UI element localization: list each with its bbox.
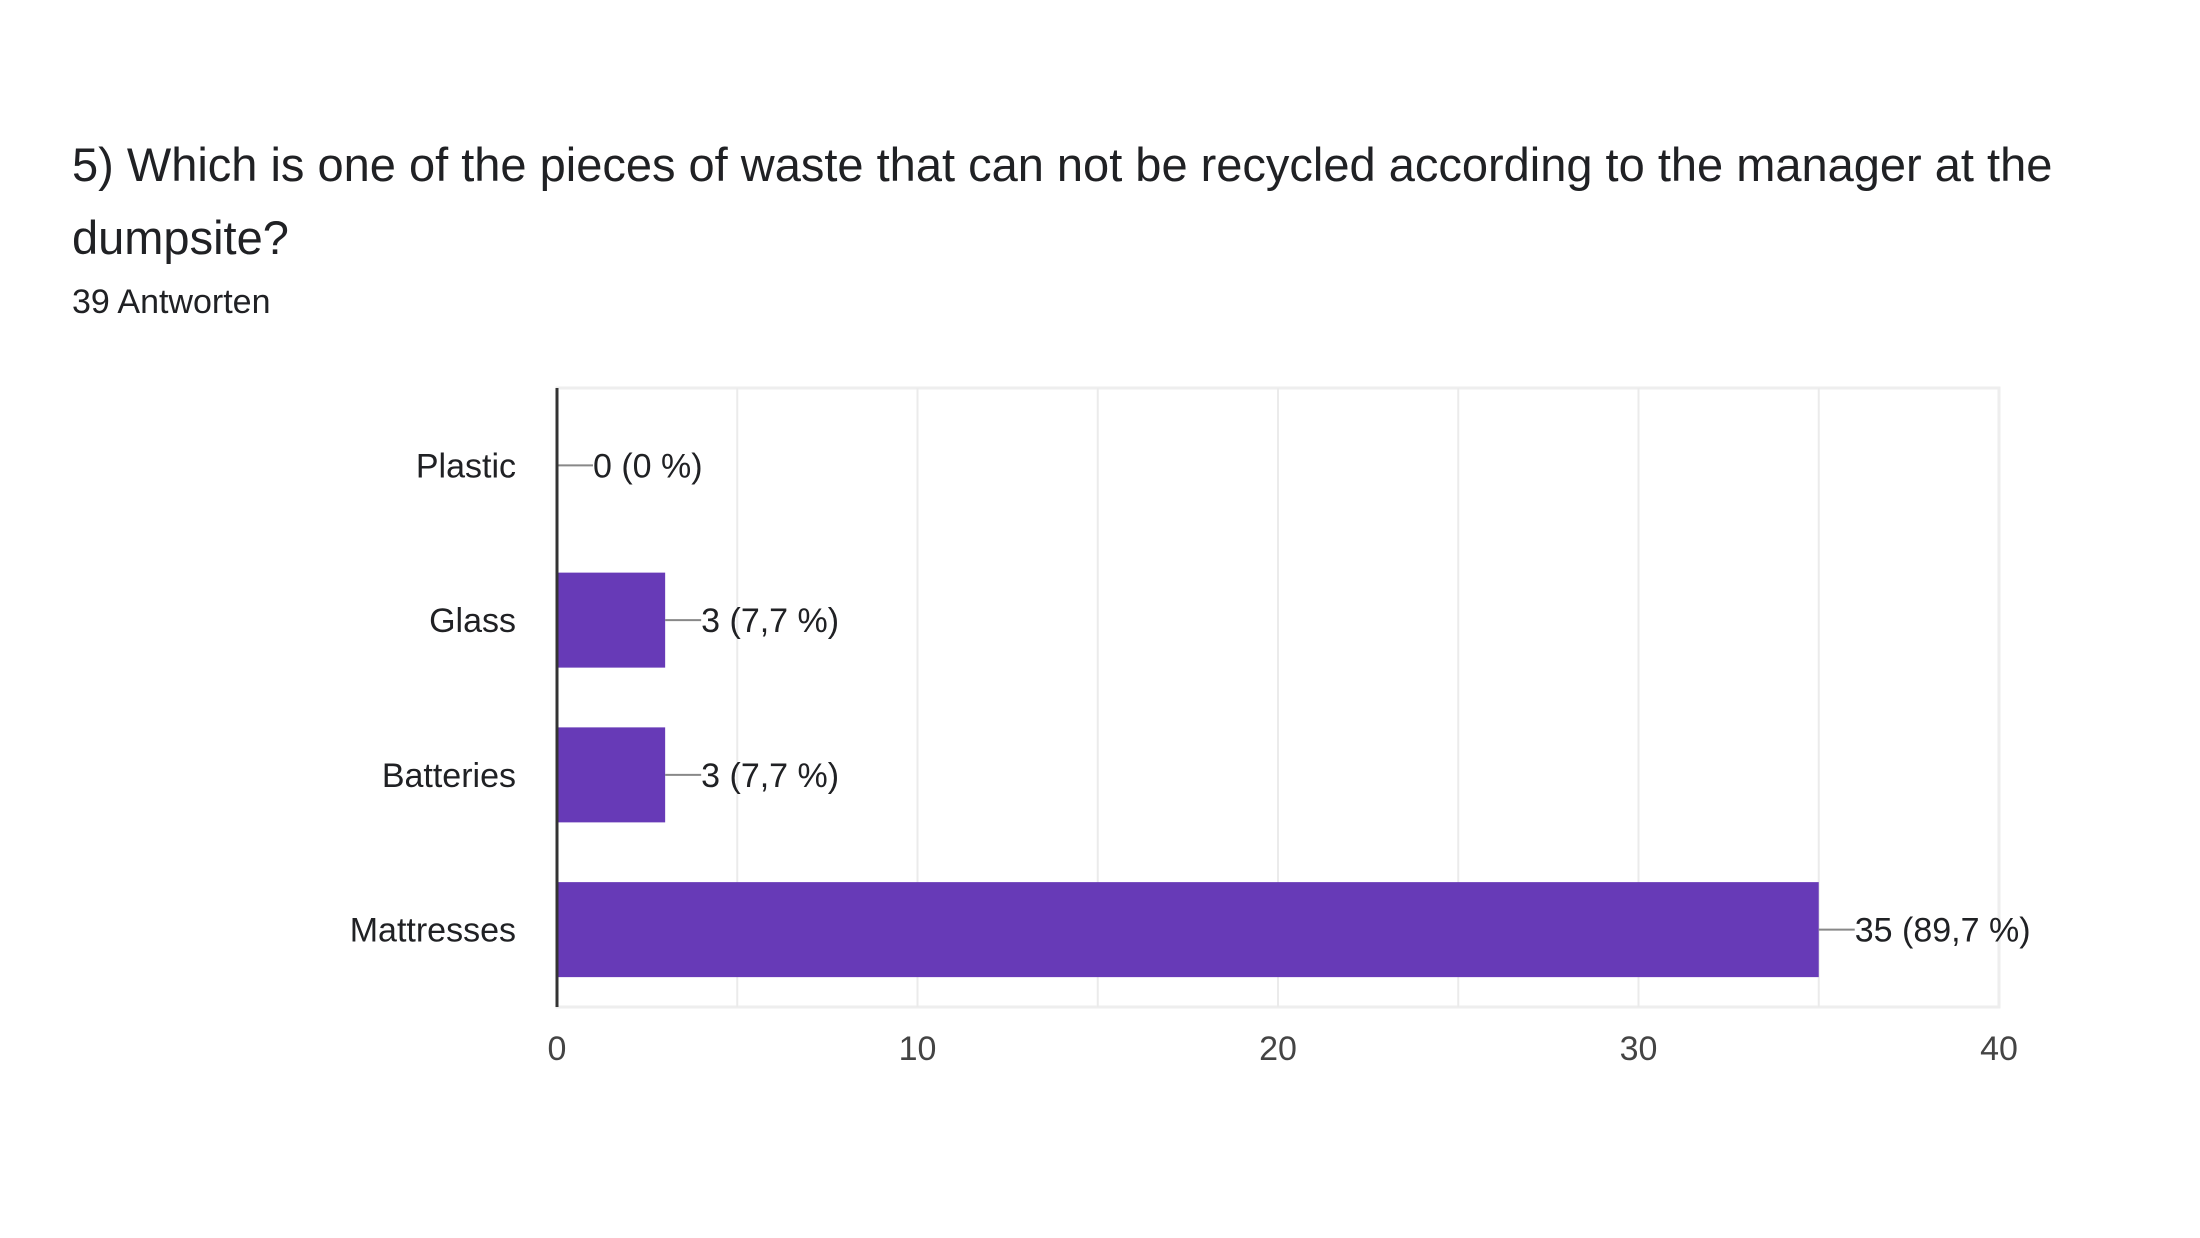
x-tick-label: 40: [1980, 1030, 2018, 1068]
bar: [557, 882, 1819, 978]
data-label: 3 (7,7 %): [701, 757, 839, 795]
x-tick-label: 30: [1620, 1030, 1658, 1068]
response-count: 39 Antworten: [72, 283, 271, 321]
x-tick-label: 0: [548, 1030, 567, 1068]
bar: [557, 572, 666, 668]
category-label: Plastic: [416, 447, 516, 485]
category-label: Batteries: [382, 757, 516, 795]
x-tick-label: 20: [1259, 1030, 1297, 1068]
data-label: 3 (7,7 %): [701, 602, 839, 640]
category-label: Glass: [429, 602, 516, 640]
question-title: 5) Which is one of the pieces of waste t…: [72, 138, 2053, 264]
category-label: Mattresses: [350, 912, 516, 950]
data-label: 0 (0 %): [593, 447, 703, 485]
bar: [557, 727, 666, 823]
data-label: 35 (89,7 %): [1855, 912, 2031, 950]
x-tick-label: 10: [899, 1030, 937, 1068]
